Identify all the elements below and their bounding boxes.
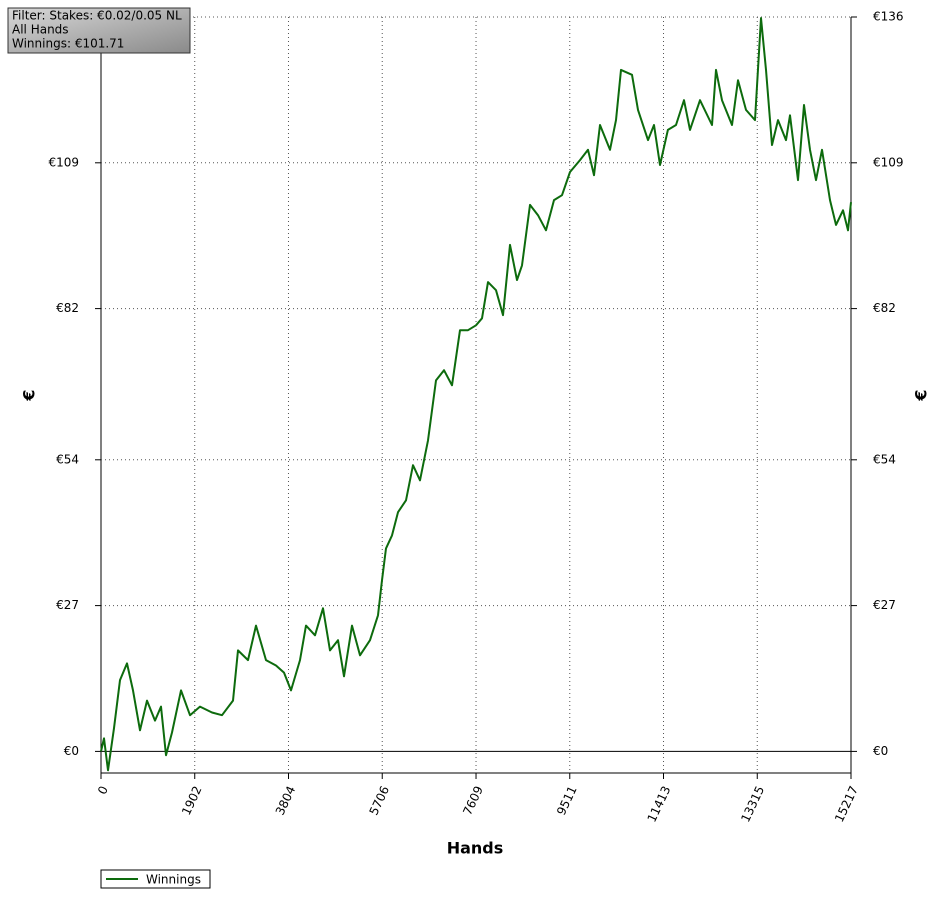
x-tick-label: 7609 <box>460 784 486 818</box>
y2-tick-label: €0 <box>873 744 888 758</box>
line <box>100 17 852 772</box>
y2-tick-label: €82 <box>873 301 896 315</box>
y-tick-label: €0 <box>64 744 79 758</box>
x-axis-title: Hands <box>447 839 504 858</box>
y2-tick-label: €54 <box>873 452 896 466</box>
y-tick-label: €27 <box>56 598 79 612</box>
x-tick-label: 15217 <box>832 784 861 825</box>
filter-text: All Hands <box>12 23 69 37</box>
legend: Winnings <box>100 869 211 889</box>
y-tick-label: €82 <box>56 301 79 315</box>
x-tick-label: 5706 <box>367 784 393 818</box>
y2-tick-label: €109 <box>873 155 904 169</box>
legend-box <box>100 869 211 889</box>
x-tick-label: 1902 <box>179 784 205 818</box>
y2-tick-label: €27 <box>873 598 896 612</box>
y-tick-label: €54 <box>56 452 79 466</box>
y-axis-title: € <box>20 389 39 401</box>
x-tick-label: 11413 <box>645 784 674 825</box>
x-tick-label: 0 <box>95 784 111 797</box>
filter-text: Winnings: €101.71 <box>12 37 124 51</box>
y-tick-label: €109 <box>48 155 79 169</box>
x-tick-label: 13315 <box>738 784 767 825</box>
legend-label: Winnings <box>146 873 201 887</box>
x-tick-label: 9511 <box>554 784 580 818</box>
filter-text: Filter: Stakes: €0.02/0.05 NL <box>12 9 182 23</box>
y2-axis-title: € <box>912 389 931 401</box>
y2-tick-label: €136 <box>873 10 904 24</box>
x-tick-label: 3804 <box>273 784 299 818</box>
filter-box <box>7 7 191 54</box>
